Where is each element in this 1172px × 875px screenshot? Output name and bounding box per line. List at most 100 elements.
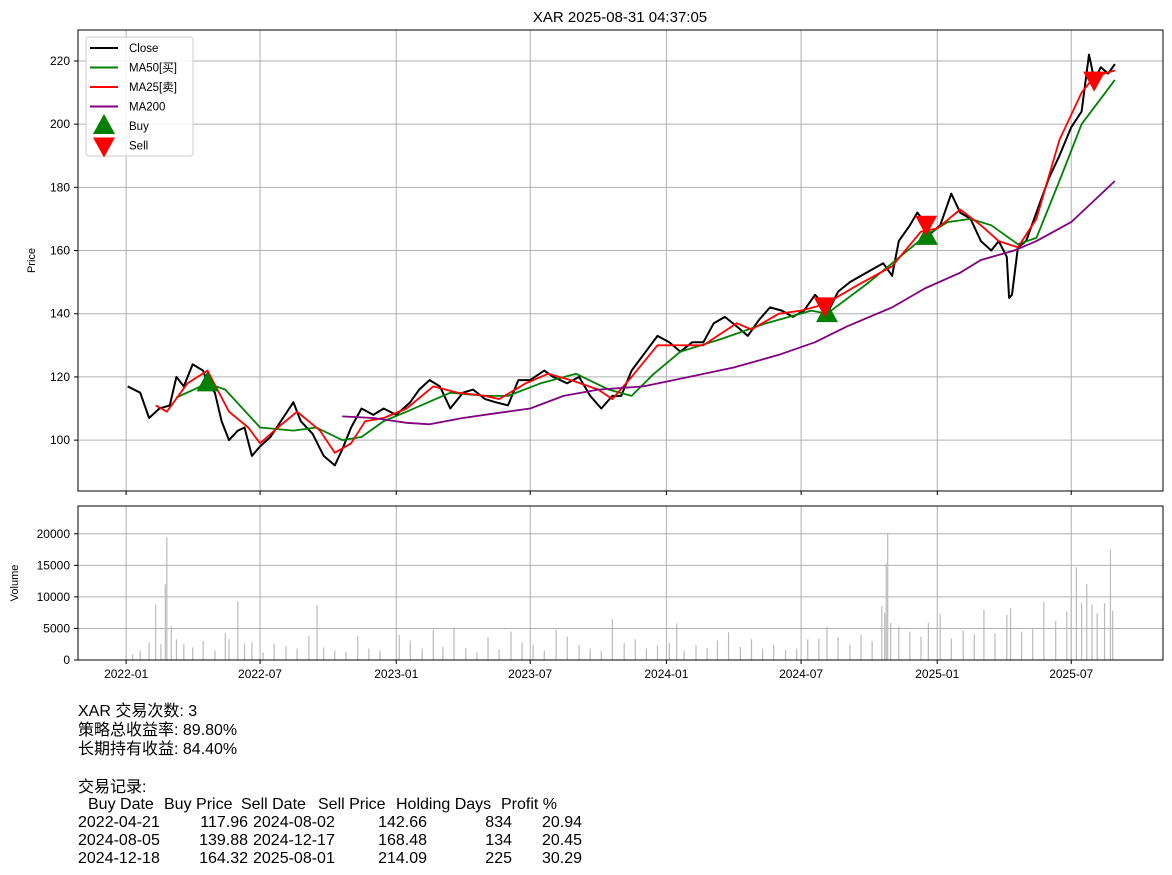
volume-bar	[334, 650, 336, 660]
sell-marker	[1083, 71, 1106, 92]
volume-bar	[183, 644, 185, 660]
volume-bar	[160, 644, 162, 660]
volume-bar	[727, 632, 730, 660]
table-cell: 2024-12-18	[78, 850, 160, 867]
volume-bar	[166, 536, 168, 660]
price-y-tick-label: 220	[50, 54, 70, 68]
volume-bar	[611, 618, 613, 660]
x-tick-label: 2022-01	[104, 667, 148, 681]
volume-bar	[784, 649, 787, 660]
table-cell: 2024-08-02	[253, 814, 335, 831]
chart-title: XAR 2025-08-31 04:37:05	[533, 9, 707, 26]
table-cell: 214.09	[378, 850, 427, 867]
legend: Close MA50[买] MA25[卖] MA200 Buy Sell	[85, 36, 194, 158]
volume-bar	[920, 636, 922, 660]
volume-bar	[453, 628, 455, 660]
volume-bar	[1075, 567, 1078, 660]
volume-bar	[379, 650, 381, 660]
volume-bar	[285, 646, 287, 660]
volume-bar	[566, 636, 568, 660]
volume-bar	[927, 622, 929, 660]
volume-bar	[973, 634, 975, 660]
volume-bar	[398, 634, 400, 660]
volume-y-tick-label: 10000	[37, 590, 71, 604]
volume-bar	[1112, 610, 1114, 660]
volume-bar	[887, 533, 889, 660]
series-line-ma50	[176, 79, 1116, 442]
table-header: Sell Date	[241, 796, 306, 813]
volume-bar	[589, 648, 591, 660]
volume-bar	[1091, 604, 1093, 660]
x-tick-label: 2023-01	[374, 667, 418, 681]
table-cell: 30.29	[541, 850, 582, 867]
volume-bar	[510, 631, 512, 660]
price-y-tick-label: 140	[50, 307, 70, 321]
volume-bar	[1006, 614, 1008, 660]
table-cell: 142.66	[378, 814, 427, 831]
volume-bar	[1043, 601, 1045, 660]
volume-bar	[1066, 611, 1068, 660]
volume-bar	[148, 642, 150, 660]
table-cell: 117.96	[200, 814, 248, 831]
table-cell: 2025-08-01	[253, 850, 335, 867]
table-cell: 20.45	[541, 832, 582, 849]
volume-bar	[884, 612, 886, 660]
volume-bar	[600, 651, 602, 660]
volume-bar	[243, 643, 246, 660]
volume-bar	[578, 644, 580, 660]
volume-axes-frame	[77, 505, 1164, 661]
volume-axis-label: Volume	[9, 565, 21, 602]
table-header: Buy Price	[164, 796, 233, 813]
table-cell: 2024-08-05	[78, 832, 160, 849]
volume-bar	[251, 642, 253, 660]
table-header: Profit %	[501, 796, 558, 813]
volume-bar	[807, 639, 809, 660]
table-cell: 164.32	[199, 850, 248, 867]
volume-bar	[773, 644, 775, 660]
series-line-ma25	[155, 69, 1116, 454]
volume-bar	[202, 641, 204, 660]
volume-bar	[555, 629, 557, 660]
sell-marker	[813, 297, 836, 318]
volume-bar	[421, 648, 423, 660]
x-tick-label: 2025-01	[915, 667, 959, 681]
table-header: Buy Date	[88, 796, 154, 813]
volume-bar	[796, 648, 798, 660]
volume-bar	[323, 647, 325, 660]
volume-bar	[237, 601, 239, 660]
volume-bar	[1109, 549, 1112, 660]
volume-bar	[465, 648, 467, 660]
summary-trade-count: XAR 交易次数: 3	[78, 703, 198, 720]
volume-bar	[656, 645, 659, 660]
volume-bar	[224, 632, 226, 660]
volume-y-tick-label: 20000	[37, 527, 71, 541]
series-line-close	[127, 53, 1116, 467]
legend-label: Buy	[129, 121, 149, 133]
volume-bar	[962, 630, 964, 660]
volume-bar	[132, 654, 134, 660]
volume-bar	[487, 637, 489, 660]
volume-bar	[1070, 596, 1072, 660]
chart: XAR 2025-08-31 04:37:05 2022-01 2022-07 202…	[9, 9, 1164, 681]
x-tick-label: 2024-01	[644, 667, 688, 681]
price-y-tick-label: 180	[50, 180, 70, 194]
volume-bar	[1096, 613, 1098, 660]
legend-marker-sell	[93, 137, 115, 158]
volume-bar	[1103, 603, 1106, 660]
volume-bar	[345, 651, 347, 660]
table-cell: 20.94	[541, 814, 582, 831]
summary-buy-hold-return: 长期持有收益: 84.40%	[78, 741, 238, 758]
volume-bar	[175, 639, 178, 660]
volume-bar	[818, 638, 820, 660]
volume-bar	[170, 625, 172, 660]
volume-bar	[409, 640, 411, 660]
volume-bar	[860, 634, 862, 660]
legend-label: MA200	[129, 102, 165, 114]
price-y-tick-label: 120	[50, 370, 70, 384]
volume-y-tick-label: 0	[63, 653, 70, 667]
volume-bar	[994, 633, 996, 660]
volume-bar	[739, 646, 741, 660]
volume-bar	[849, 644, 851, 660]
volume-bar	[645, 648, 648, 660]
price-y-tick-label: 100	[50, 433, 70, 447]
